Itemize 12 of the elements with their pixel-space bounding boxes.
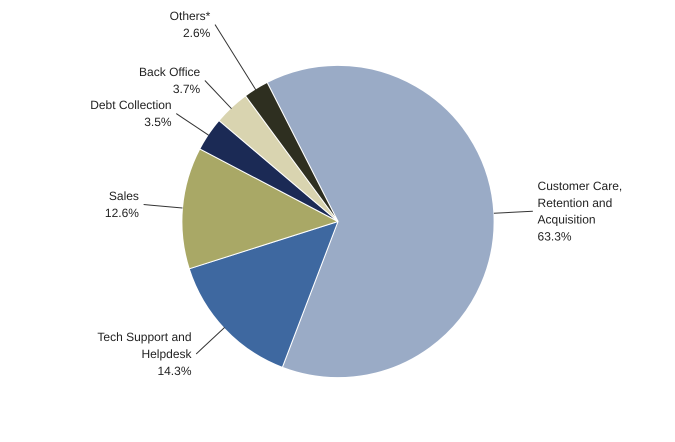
data-label: 63.3% bbox=[538, 229, 572, 244]
slice-label: Others* bbox=[170, 9, 211, 24]
data-label: 14.3% bbox=[157, 364, 192, 378]
data-label: 2.6% bbox=[182, 26, 211, 40]
slice-label: Tech Support and Helpdesk bbox=[97, 330, 192, 361]
slice-label: Back Office bbox=[139, 65, 201, 80]
slice-label: Sales bbox=[108, 189, 139, 204]
data-label: 3.5% bbox=[144, 115, 172, 129]
slice-label: Customer Care, Retention and Acquisition bbox=[538, 179, 622, 227]
data-label: 3.7% bbox=[172, 82, 201, 96]
data-label: 12.6% bbox=[104, 206, 140, 220]
slice-label: Debt Collection bbox=[90, 98, 172, 112]
